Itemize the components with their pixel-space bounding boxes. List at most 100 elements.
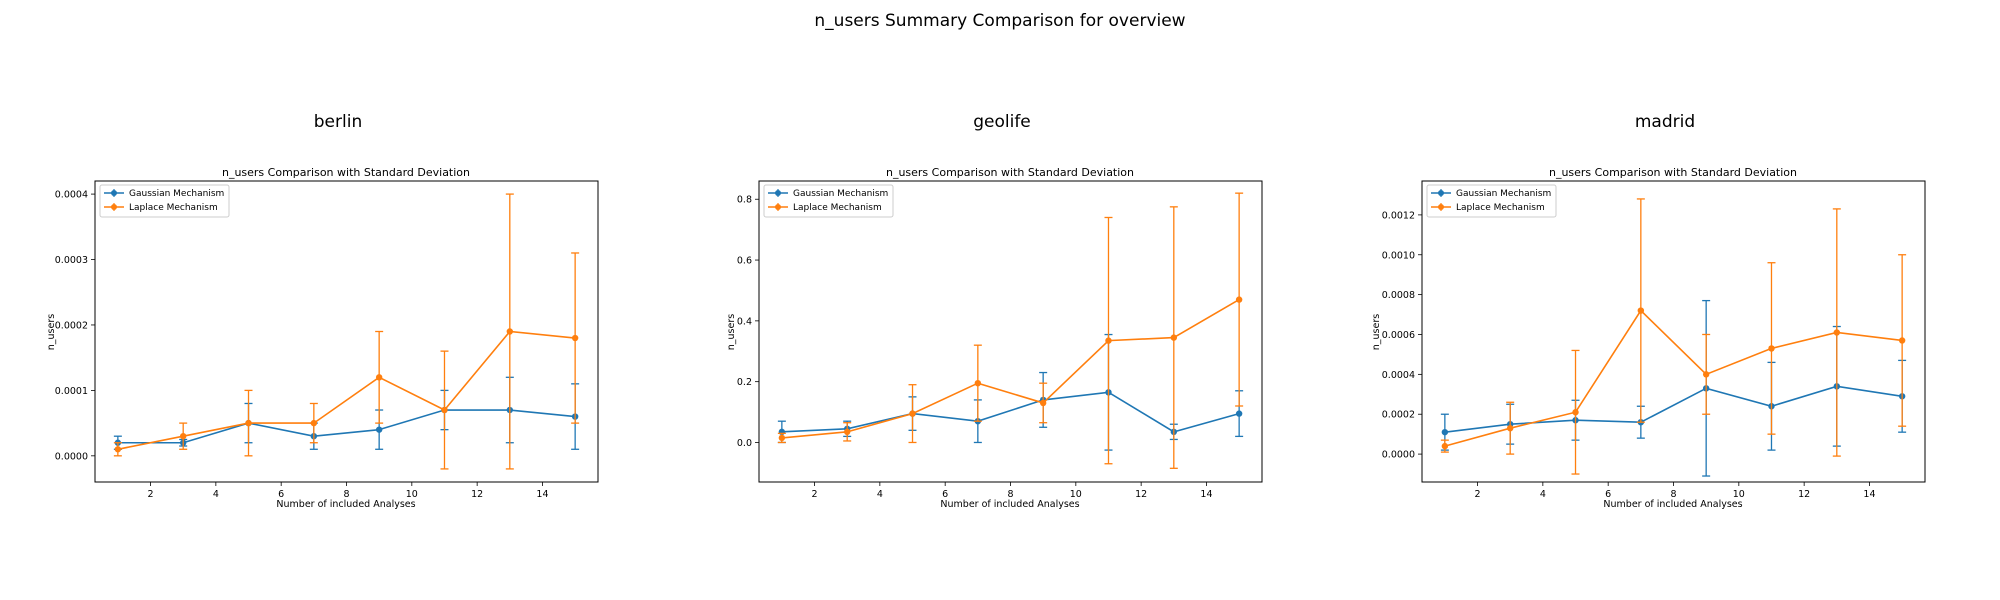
x-axis-label: Number of included Analyses [276,499,415,510]
legend-label-laplace: Laplace Mechanism [129,203,218,213]
data-point-laplace [1506,424,1514,432]
data-point-laplace [1768,345,1775,352]
data-point-laplace [1637,307,1645,314]
figure-title: n_users Summary Comparison for overview [814,11,1185,31]
plot-frame [1421,180,1926,483]
x-tick-label: 12 [471,489,483,500]
series-line-gaussian [781,391,1240,433]
data-point-laplace [1572,409,1579,416]
y-tick-label: 0.0004 [55,190,88,201]
legend-label-laplace: Laplace Mechanism [793,203,882,213]
y-tick-label: 0.0003 [55,255,88,266]
data-point-laplace [310,419,318,427]
legend-box [763,184,894,218]
legend-label-gaussian: Gaussian Mechanism [1456,189,1551,199]
x-tick-label: 14 [1200,489,1212,500]
series-line-gaussian [117,409,576,444]
legend-label-gaussian: Gaussian Mechanism [793,189,888,199]
data-point-gaussian [375,426,383,433]
x-tick-label: 12 [1135,489,1147,500]
x-tick-label: 6 [1605,489,1611,500]
data-point-laplace [1702,371,1710,378]
data-point-laplace [778,434,786,442]
data-point-gaussian [1235,410,1243,417]
data-point-laplace [843,428,851,436]
x-tick-label: 6 [278,489,284,500]
chart-title: n_users Comparison with Standard Deviati… [886,166,1134,179]
data-point-laplace [1039,399,1047,407]
y-tick-label: 0.0 [737,438,752,449]
panel-geolife: geolife n_users Comparison with Standard… [726,112,1263,510]
x-tick-label: 10 [406,489,418,500]
legend: Gaussian Mechanism Laplace Mechanism [1426,184,1557,218]
data-point-laplace [114,446,122,453]
y-tick-label: 0.0001 [55,386,88,397]
y-tick-label: 0.6 [737,256,752,267]
y-tick-label: 0.0006 [1382,330,1415,341]
x-tick-label: 12 [1798,489,1810,500]
y-axis-label: n_users [46,314,57,350]
chart-title: n_users Comparison with Standard Deviati… [222,166,470,179]
data-point-laplace [1833,329,1841,336]
x-tick-label: 2 [1475,489,1481,500]
panel-madrid: madrid n_users Comparison with Standard … [1371,112,1926,510]
legend-box [1426,184,1557,218]
series-line-laplace [781,298,1240,439]
legend-label-gaussian: Gaussian Mechanism [129,189,224,199]
y-tick-label: 0.0000 [1382,450,1415,461]
x-tick-label: 8 [1007,489,1013,500]
x-tick-label: 2 [148,489,154,500]
data-point-laplace [909,410,916,417]
data-point-laplace [1170,334,1178,341]
series-laplace [113,193,580,470]
x-axis-label: Number of included Analyses [940,499,1079,510]
x-tick-label: 10 [1070,489,1082,500]
panel-title: geolife [973,112,1031,132]
series-laplace [1440,198,1907,475]
legend: Gaussian Mechanism Laplace Mechanism [763,184,894,218]
y-tick-label: 0.2 [737,377,752,388]
data-point-laplace [1235,296,1243,303]
x-tick-label: 4 [213,489,219,500]
x-tick-label: 6 [942,489,948,500]
data-point-laplace [974,379,982,387]
x-tick-label: 4 [1540,489,1546,500]
y-tick-label: 0.4 [737,316,752,327]
panel-berlin: berlin n_users Comparison with Standard … [46,112,599,510]
data-point-laplace [441,406,448,414]
y-tick-label: 0.0012 [1382,210,1415,221]
data-point-gaussian [1441,428,1449,436]
data-point-laplace [1898,337,1906,344]
y-tick-label: 0.8 [737,195,752,206]
legend: Gaussian Mechanism Laplace Mechanism [99,184,230,218]
panel-title: madrid [1635,112,1695,132]
legend-box [99,184,230,218]
y-axis-label: n_users [726,314,737,350]
data-point-laplace [179,432,187,440]
x-tick-label: 2 [812,489,818,500]
plot-frame [94,180,599,483]
data-point-laplace [1441,442,1449,450]
series-line-laplace [117,330,576,451]
data-point-laplace [1105,337,1112,344]
x-axis-label: Number of included Analyses [1603,499,1742,510]
series-line-laplace [1444,309,1903,447]
y-tick-label: 0.0002 [1382,410,1415,421]
x-tick-label: 8 [1670,489,1676,500]
x-tick-label: 4 [877,489,883,500]
series-laplace [777,192,1244,469]
data-point-laplace [245,419,252,427]
plot-frame [758,180,1263,483]
y-tick-label: 0.0004 [1382,370,1415,381]
panel-title: berlin [314,112,362,132]
y-tick-label: 0.0002 [55,320,88,331]
x-tick-label: 10 [1733,489,1745,500]
data-point-laplace [506,328,514,335]
legend-label-laplace: Laplace Mechanism [1456,203,1545,213]
chart-title: n_users Comparison with Standard Deviati… [1549,166,1797,179]
y-tick-label: 0.0008 [1382,290,1415,301]
x-tick-label: 14 [536,489,548,500]
x-tick-label: 14 [1863,489,1875,500]
